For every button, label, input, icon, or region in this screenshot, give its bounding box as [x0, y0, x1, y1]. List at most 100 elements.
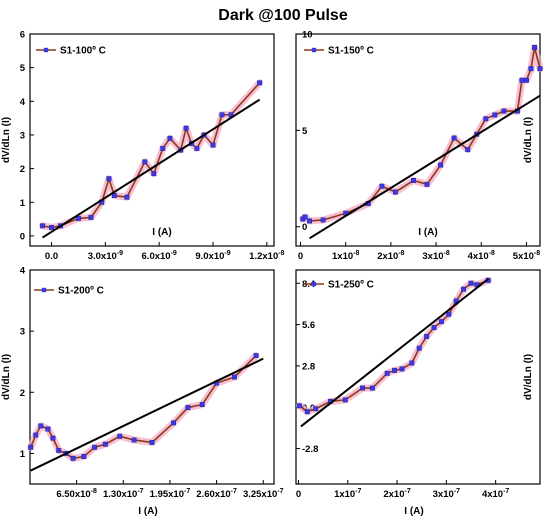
y-tick-label: 1	[20, 198, 26, 209]
legend: S1-150º C	[304, 46, 374, 57]
data-point	[392, 189, 398, 195]
data-point	[465, 147, 471, 153]
data-point	[111, 193, 117, 198]
data-point	[342, 397, 348, 403]
x-tick-label: 1.95x10-7	[150, 488, 191, 500]
data-point	[45, 426, 51, 432]
y-tick-label: 0	[302, 222, 307, 233]
data-point	[194, 145, 200, 151]
y-tick-label: 3	[20, 327, 25, 338]
x-tick-label: 3x10-8	[422, 250, 449, 262]
data-point	[369, 385, 375, 391]
y-tick-label: 4	[20, 266, 26, 277]
data-point	[232, 374, 237, 380]
data-point	[297, 403, 302, 409]
data-point	[50, 435, 56, 441]
series-band	[39, 79, 264, 231]
data-point	[501, 108, 507, 114]
x-tick-label: 1.30x10-7	[103, 488, 144, 500]
data-point	[411, 178, 416, 183]
x-tick-label: 2x10-7	[383, 488, 410, 500]
y-tick-label: -2.8	[302, 444, 318, 455]
series-band	[27, 352, 260, 462]
data-point	[446, 311, 452, 317]
data-point	[360, 385, 365, 391]
legend: S1-100º C	[36, 46, 106, 57]
data-point	[49, 225, 54, 230]
data-point	[523, 77, 529, 83]
data-point	[307, 218, 313, 224]
data-point	[70, 455, 76, 461]
plot-frame	[295, 33, 541, 247]
data-point	[38, 423, 44, 429]
series-band	[299, 43, 544, 225]
y-tick-label: 4	[20, 97, 26, 108]
data-point	[75, 215, 81, 221]
x-tick-label: 0	[298, 251, 303, 262]
data-point	[81, 454, 87, 459]
data-point	[451, 135, 457, 141]
data-point	[468, 280, 474, 286]
data-point	[167, 135, 173, 141]
x-axis-label: I (A)	[418, 227, 437, 238]
x-axis-label: I (A)	[152, 227, 171, 238]
data-point	[320, 217, 326, 223]
y-tick-label: 3	[20, 130, 25, 141]
legend-marker	[43, 47, 49, 53]
series-line	[302, 46, 541, 222]
data-point	[88, 214, 94, 220]
x-tick-label: 1x10-7	[334, 488, 361, 500]
data-point	[399, 366, 405, 372]
data-point	[171, 420, 176, 426]
fit-line	[42, 98, 261, 239]
data-point	[313, 406, 319, 412]
data-point	[438, 162, 444, 168]
chart-panel-2: 0 5 10 0 1x10-8 2x10-8 3x10-8 4x10-8 5x10-8 S1-15…	[295, 30, 544, 262]
chart-panel-1: 0 1 2 3 4 5 6 0.0 3.0x10-9 6.0x10-9 9.0x10-9 1.2x10…	[1, 30, 285, 263]
data-point	[392, 367, 398, 373]
x-tick-label: 2x10-8	[377, 250, 404, 262]
legend-label: S1-100º C	[60, 46, 106, 57]
data-point	[142, 159, 148, 165]
legend-label: S1-150º C	[328, 46, 374, 57]
x-tick-label: 3.25x10-7	[243, 488, 284, 500]
legend: S1-200º C	[34, 286, 104, 297]
data-point	[416, 345, 422, 351]
x-tick-label: 2.60x10-7	[196, 488, 237, 500]
figure-title: Dark @100 Pulse	[218, 7, 348, 24]
data-point	[117, 433, 123, 439]
data-point	[151, 171, 157, 177]
x-tick-label: 3.0x10-9	[88, 250, 123, 262]
data-point	[106, 176, 112, 182]
x-tick-label: 5x10-8	[513, 250, 540, 262]
data-point	[28, 444, 34, 450]
x-tick-label: 4x10-7	[482, 488, 509, 500]
plot-frame	[295, 269, 541, 485]
plot-frame	[29, 33, 275, 247]
data-point	[492, 112, 498, 118]
x-axis-label: I (A)	[138, 506, 157, 517]
fit-line	[300, 278, 489, 428]
legend-label: S1-250º C	[328, 280, 374, 291]
data-point	[431, 325, 437, 331]
x-tick-label: 0	[296, 489, 301, 500]
y-tick-label: 5.6	[302, 320, 315, 331]
data-point	[56, 447, 62, 453]
x-tick-label: 1.2x10-8	[249, 250, 284, 262]
data-point	[253, 353, 259, 359]
data-point	[438, 319, 444, 325]
y-axis-label: dV/dLn (I)	[1, 117, 12, 163]
data-point	[537, 66, 543, 72]
data-point	[461, 286, 467, 292]
data-point	[219, 112, 225, 118]
y-axis-label: dV/dLn (I)	[523, 117, 534, 163]
data-point	[210, 142, 216, 148]
y-tick-label: 10	[302, 30, 313, 41]
data-point	[424, 181, 430, 187]
x-tick-label: 6.0x10-9	[142, 250, 177, 262]
data-point	[483, 116, 489, 122]
x-axis-label: I (A)	[404, 506, 423, 517]
fit-line	[309, 94, 541, 240]
x-tick-label: 3x10-7	[433, 488, 460, 500]
legend-marker	[311, 281, 317, 287]
